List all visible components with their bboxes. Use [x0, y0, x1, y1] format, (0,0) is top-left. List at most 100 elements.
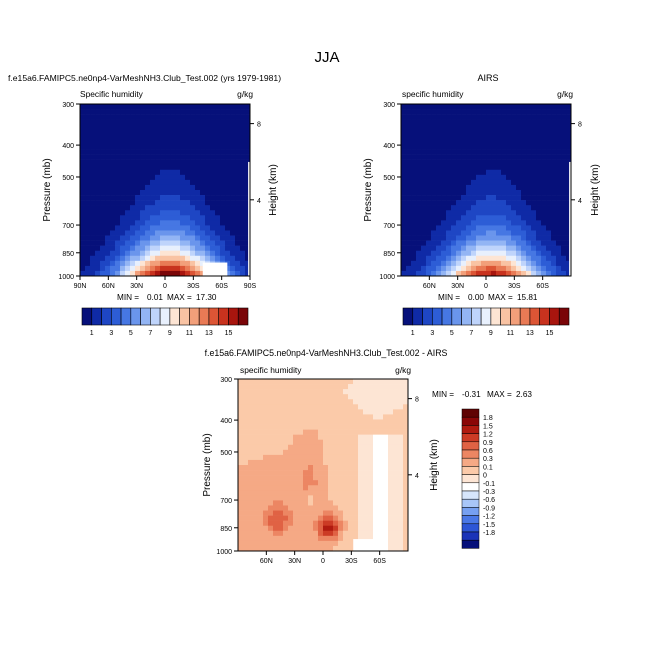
panel-diff-field-cell: [373, 454, 379, 461]
panel-model-field-cell: [215, 190, 221, 196]
panel-airs-field-cell: [426, 255, 432, 262]
panel-diff-field-cell: [373, 419, 379, 425]
panel-diff-field-cell: [283, 409, 289, 415]
panel-diff-field-cell: [403, 465, 409, 471]
panel-model-field-cell: [165, 230, 171, 236]
panel-diff-field-cell: [388, 434, 394, 441]
panel-airs-field-cell: [491, 195, 497, 201]
panel-diff-field-cell: [373, 500, 379, 506]
panel-airs-field-cell: [411, 270, 417, 277]
panel-model-field-cell: [130, 109, 136, 115]
panel-model-field-cell: [215, 195, 221, 201]
panel-model-right-tick-label: 4: [257, 198, 261, 205]
panel-model-field-cell: [240, 240, 246, 246]
panel-model-field-cell: [150, 225, 156, 231]
panel-diff-field-cell: [373, 515, 379, 521]
panel-airs-field-cell: [556, 144, 562, 150]
panel-model-field-cell: [100, 190, 106, 196]
panel-airs-field-cell: [436, 169, 442, 176]
panel-diff-field-cell: [328, 510, 334, 516]
panel-diff-field-cell: [323, 475, 329, 481]
panel-model-field-cell: [125, 169, 131, 176]
panel-diff-field-cell: [293, 495, 299, 501]
panel-diff-field-cell: [313, 449, 319, 456]
panel-model-field-cell: [210, 230, 216, 236]
panel-model-field-cell: [195, 114, 201, 120]
panel-airs-field-cell: [511, 154, 517, 160]
panel-model-field-cell: [215, 250, 221, 257]
panel-airs-field-cell: [486, 104, 492, 110]
panel-model-field-cell: [150, 169, 156, 176]
panel-diff-field-cell: [368, 439, 374, 446]
panel-airs-field-cell: [556, 220, 562, 226]
panel-diff-field-cell: [378, 399, 384, 405]
panel-model-field-cell: [190, 164, 196, 171]
panel-airs-field-cell: [466, 149, 472, 155]
panel-model-field-cell: [115, 144, 121, 150]
panel-model-field-cell: [215, 129, 221, 135]
panel-diff-field-cell: [318, 439, 324, 446]
panel-diff-field-cell: [368, 419, 374, 425]
panel-airs-field-cell: [406, 109, 412, 115]
panel-model-field-cell: [170, 260, 176, 267]
panel-airs-colorbar-box: [402, 307, 414, 326]
panel-diff-field-cell: [358, 490, 364, 496]
panel-diff-field-cell: [278, 520, 284, 527]
panel-airs-field-cell: [451, 159, 457, 166]
panel-model-field-cell: [240, 104, 246, 110]
panel-airs-field-cell: [411, 104, 417, 110]
panel-diff-field-cell: [393, 454, 399, 461]
panel-model-field-cell: [235, 195, 241, 201]
panel-airs-field-cell: [536, 124, 542, 130]
panel-airs-max-value: 15.81: [517, 293, 538, 302]
panel-airs-field-cell: [551, 195, 557, 201]
panel-airs-field-cell: [451, 200, 457, 206]
panel-model-field-cell: [185, 154, 191, 160]
panel-model-field-cell: [125, 134, 131, 140]
panel-diff-field-cell: [348, 419, 354, 425]
panel-airs-field-cell: [441, 144, 447, 150]
panel-diff-field-cell: [328, 520, 334, 527]
panel-airs-field-cell: [486, 260, 492, 267]
panel-diff-field-cell: [298, 449, 304, 456]
panel-diff-field-cell: [278, 449, 284, 456]
panel-airs-field-cell: [561, 190, 567, 196]
panel-model-field-cell: [185, 240, 191, 246]
panel-airs-field-cell: [501, 260, 507, 267]
panel-model-field-cell: [145, 154, 151, 160]
panel-diff-field-cell: [358, 389, 364, 395]
panel-model-field-cell: [200, 169, 206, 176]
panel-diff-field-cell: [268, 535, 274, 542]
panel-diff-field-cell: [288, 490, 294, 496]
panel-model-field-cell: [155, 270, 161, 277]
panel-diff-field-cell: [318, 424, 324, 430]
panel-diff-field-cell: [263, 379, 269, 385]
panel-model-field-cell: [185, 109, 191, 115]
panel-airs-field-cell: [566, 245, 572, 252]
panel-model-field-cell: [245, 144, 251, 150]
panel-diff-field-cell: [238, 465, 244, 471]
panel-airs-field-cell: [551, 144, 557, 150]
panel-diff-max-label: MAX =: [487, 390, 512, 399]
panel-diff-field-cell: [378, 500, 384, 506]
panel-airs-field-cell: [426, 134, 432, 140]
panel-airs-field-cell: [536, 265, 542, 272]
panel-diff-field-cell: [283, 470, 289, 476]
panel-model-field-cell: [80, 109, 86, 115]
panel-diff-field-cell: [258, 439, 264, 446]
panel-diff-field-cell: [388, 454, 394, 461]
panel-model-field-cell: [220, 139, 226, 145]
panel-model-field-cell: [120, 174, 126, 181]
panel-airs-field-cell: [441, 255, 447, 262]
panel-airs-field-cell: [536, 220, 542, 226]
panel-model-field-cell: [185, 215, 191, 221]
panel-airs-field-cell: [426, 250, 432, 257]
panel-diff-field-cell: [338, 505, 344, 511]
panel-model-field-cell: [105, 139, 111, 145]
panel-diff-field-cell: [378, 429, 384, 435]
panel-model-field-cell: [130, 220, 136, 226]
panel-airs-field-cell: [476, 270, 482, 277]
panel-model-field-cell: [240, 225, 246, 231]
panel-diff-field-cell: [383, 475, 389, 481]
panel-diff-field-cell: [383, 459, 389, 466]
